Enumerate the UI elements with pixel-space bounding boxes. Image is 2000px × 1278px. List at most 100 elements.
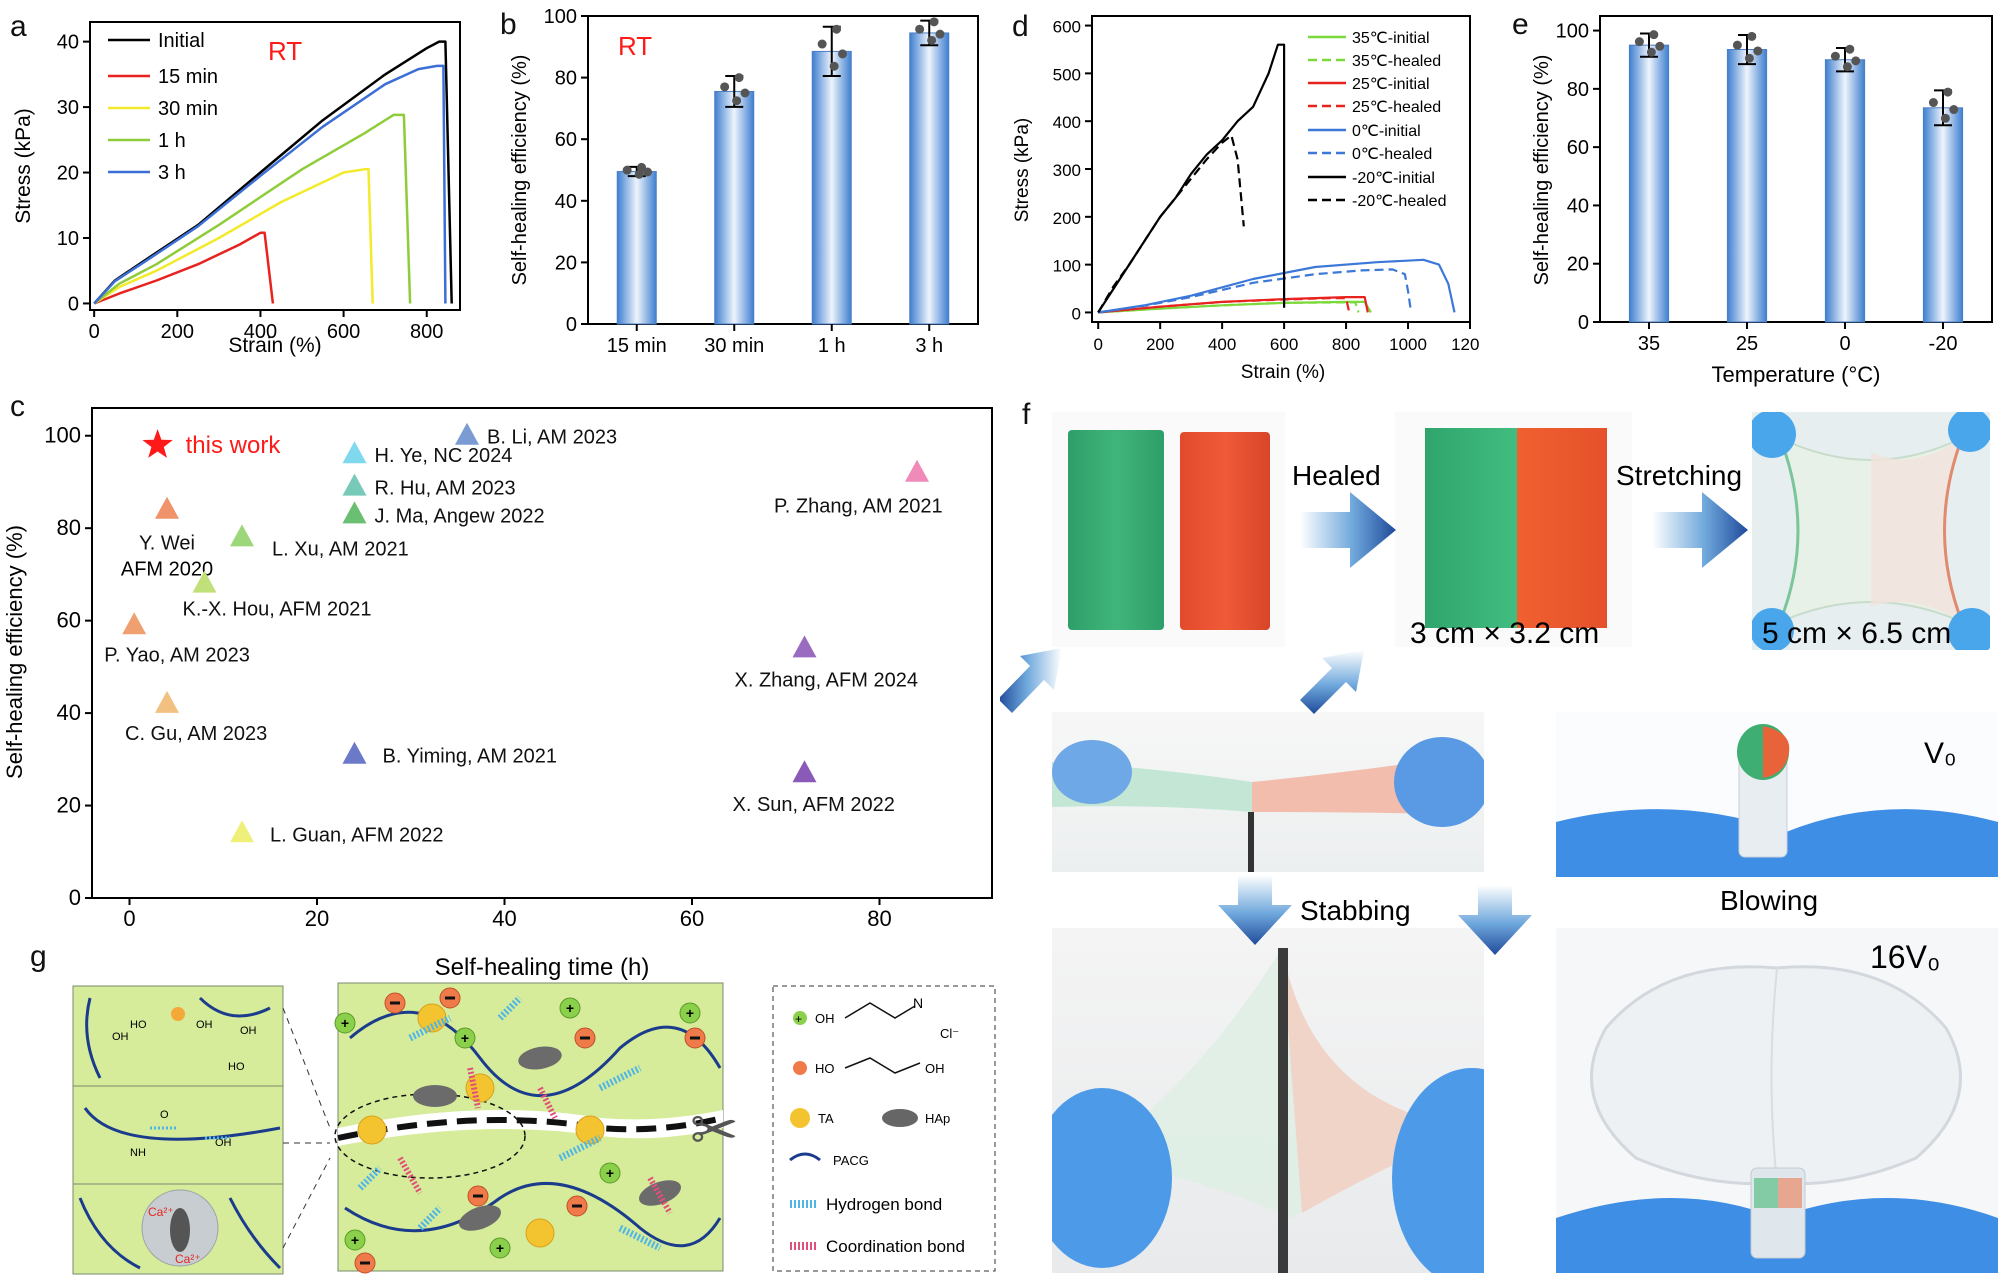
data-point (1649, 30, 1659, 40)
label-16v0: 16V₀ (1870, 939, 1940, 975)
x-tick-label: 3 h (915, 335, 943, 357)
marker-triangle (155, 496, 179, 519)
marker-triangle (792, 760, 817, 783)
chain-line (228, 1197, 282, 1270)
chem-n: N (913, 995, 923, 1011)
data-point (929, 17, 939, 27)
balloon-big-drawing (1556, 965, 1998, 1273)
series-line (1097, 134, 1245, 313)
marker-triangle (455, 422, 479, 445)
panel-label-d: d (1012, 10, 1029, 43)
chain-line (198, 996, 271, 1018)
chem-label: HO (130, 1019, 147, 1031)
series-line-1-h (93, 113, 412, 305)
photo-stretched-strip (1052, 712, 1484, 872)
marker-triangle (230, 820, 254, 843)
stretch-drawing (1752, 412, 1990, 650)
x-tick-label: 20 (305, 906, 329, 931)
data-point (734, 73, 744, 83)
y-axis-label: Self-healing efficiency (%) (509, 55, 531, 286)
cation-sign: + (686, 1005, 694, 1021)
h-bond (408, 1014, 452, 1042)
data-point (1747, 31, 1757, 41)
label-healed: Healed (1292, 460, 1381, 491)
panel-label-a: a (10, 10, 27, 43)
legend-oh: OH (815, 1011, 835, 1026)
legend-hap-icon (882, 1109, 918, 1127)
y-tick-label: 20 (57, 163, 79, 185)
anion-sign (445, 996, 455, 1000)
data-point (732, 96, 742, 106)
cation-sign: + (351, 1232, 359, 1248)
y-tick-label: 100 (44, 423, 81, 448)
legend-pacg-icon (789, 1152, 821, 1162)
zoom-connector (282, 1007, 331, 1129)
y-tick-label: 60 (57, 608, 81, 633)
y-tick-label: 30 (57, 97, 79, 119)
y-axis-label: Self-healing efficiency (%) (1531, 55, 1553, 286)
chart-c-comparison: 0 20 40 60 80 0 20 40 60 80 100 this work B. Li, AM… (2, 407, 993, 981)
chart-e-efficiency-temperature: 0 20 40 60 80 100 35 25 0 -20 Temperature (°C) S… (1531, 15, 1993, 387)
series-line-15-min (93, 231, 275, 305)
chem-label: HO (228, 1061, 245, 1073)
y-tick-label: 80 (1567, 79, 1589, 101)
anion-sign (473, 1194, 483, 1198)
data-point (1655, 41, 1665, 51)
x-tick-label: 400 (1208, 335, 1236, 354)
data-point (829, 61, 839, 71)
data-point (935, 29, 945, 39)
x-tick-label: 400 (244, 321, 277, 343)
legend-label-1h: 1 h (158, 130, 186, 152)
cation-particle (344, 1229, 366, 1251)
bar--20 (1922, 107, 1964, 323)
bar-30-min (714, 90, 755, 325)
photo-original-pieces (1052, 412, 1285, 647)
legend-hap: HAp (925, 1111, 950, 1126)
strip-drawing (1052, 737, 1484, 872)
red-hydrogel-piece (1180, 432, 1270, 630)
data-point (1842, 62, 1852, 72)
cation-sign: + (566, 1000, 574, 1016)
coordination-bond (397, 1156, 423, 1195)
x-tick-label: 60 (680, 906, 704, 931)
x-tick-label: 80 (867, 906, 891, 931)
y-tick-label: 40 (57, 32, 79, 54)
marker-triangle (122, 612, 147, 635)
coordination-bond (537, 1086, 558, 1120)
data-point (1928, 98, 1938, 108)
point-label: L. Xu, AM 2021 (272, 538, 409, 560)
cation-sign: + (496, 1240, 504, 1256)
y-tick-label: 20 (555, 252, 577, 274)
x-tick-label: 1 h (818, 335, 846, 357)
data-point (643, 167, 653, 177)
green-hydrogel-piece (1068, 430, 1164, 630)
point-label: P. Yao, AM 2023 (104, 644, 250, 666)
series-line (1098, 268, 1413, 314)
x-tick-label: 40 (492, 906, 516, 931)
chain-line (78, 1197, 141, 1270)
data-point (1830, 51, 1840, 61)
h-bond (558, 1134, 602, 1162)
data-point (634, 169, 644, 179)
point-label-line2: AFM 2020 (121, 559, 213, 581)
x-tick-label: -20 (1929, 333, 1958, 355)
tick-group: 0 20 40 60 80 100 (1556, 21, 1600, 334)
x-axis-label: Strain (%) (228, 334, 321, 357)
plot-frame (587, 15, 979, 325)
y-axis-label: Stress (kPa) (1012, 118, 1033, 223)
x-tick-label: 600 (327, 321, 360, 343)
data-point (1851, 56, 1861, 66)
cation-sign: + (606, 1165, 614, 1181)
legend-label-m20-healed: -20℃-healed (1352, 193, 1446, 210)
y-tick-label: 60 (555, 129, 577, 151)
data-point (1940, 113, 1950, 123)
y-tick-label: 500 (1053, 65, 1081, 84)
bar-25 (1726, 49, 1768, 323)
h-bond (417, 1205, 443, 1231)
balloon-small-drawing (1556, 724, 1998, 877)
coordination-bond (467, 1067, 481, 1109)
chart-b-efficiency-time: 0 20 40 60 80 100 15 min 30 min 1 h 3 h RT Self-… (509, 6, 979, 357)
series-group (93, 40, 453, 305)
